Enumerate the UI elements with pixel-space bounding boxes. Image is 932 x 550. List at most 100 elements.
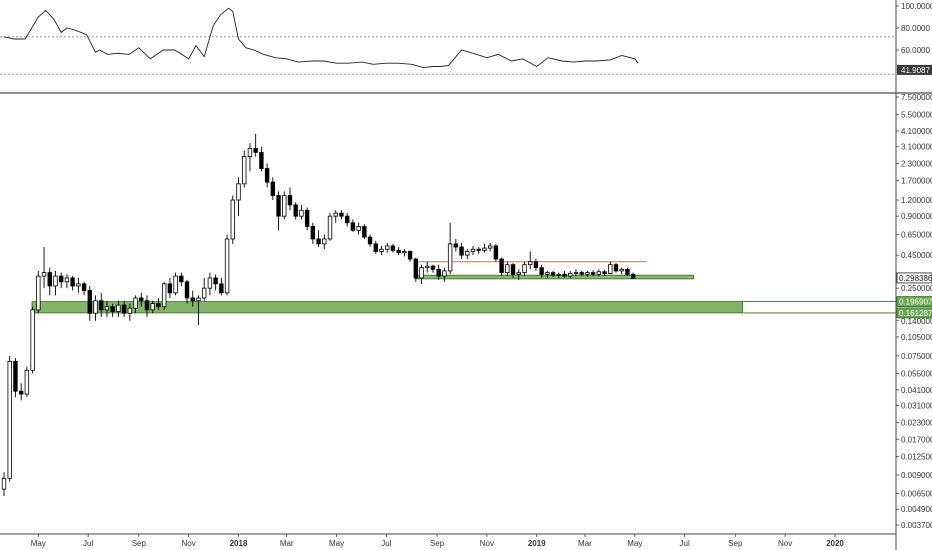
price-tick-label: 0.00370000: [901, 521, 932, 530]
candle-body: [7, 360, 12, 479]
candle-body: [196, 297, 201, 302]
candle: [425, 261, 430, 273]
candle: [150, 300, 155, 314]
candle: [110, 303, 115, 317]
price-tick-label: 0.65000000: [901, 230, 932, 239]
time-tick-label: Jul: [381, 539, 391, 548]
price-tag-box: [896, 296, 932, 307]
candle-body: [70, 277, 75, 287]
candle-body: [522, 264, 527, 273]
candle-body: [550, 272, 556, 276]
oscillator-series-line: [3, 7, 639, 69]
candle: [459, 242, 464, 260]
candle: [608, 261, 613, 275]
candle-body: [362, 226, 367, 238]
candle-body: [590, 272, 596, 275]
candle: [482, 243, 487, 253]
candle-body: [247, 148, 253, 157]
candle-body: [253, 148, 258, 153]
candle-body: [333, 212, 338, 217]
candle: [259, 146, 264, 172]
candle-body: [425, 265, 430, 269]
candle: [53, 270, 58, 296]
candle: [207, 272, 213, 296]
candle: [493, 243, 499, 262]
candle-body: [367, 236, 373, 245]
candle: [442, 267, 447, 282]
candle: [402, 249, 407, 257]
candle: [585, 270, 590, 278]
candle: [161, 281, 167, 310]
candle-body: [24, 369, 30, 395]
candle-body: [179, 275, 184, 283]
price-tags-layer: 0.29838610 0.19690794 0.16128706: [896, 272, 932, 319]
candle: [144, 295, 150, 317]
candle-body: [493, 245, 499, 260]
candle: [24, 366, 30, 398]
candle-body: [390, 245, 396, 251]
candle: [41, 247, 47, 289]
candle: [322, 234, 327, 250]
candle: [81, 281, 87, 296]
candle: [590, 270, 596, 277]
candle-body: [13, 360, 18, 392]
support-zone[interactable]: [414, 274, 695, 280]
time-tick-label: 2019: [528, 539, 546, 548]
time-tick-label: 2018: [230, 539, 248, 548]
candle: [327, 213, 333, 241]
candle: [533, 259, 539, 271]
price-tick-label: 1.70000000: [901, 176, 932, 185]
candle-body: [161, 283, 167, 308]
price-tick-label: 0.45000000: [901, 251, 932, 260]
price-axis-ticks: 7.50000000 5.50000000 4.10000000 3.10000000…: [896, 93, 932, 530]
price-tick-label: 0.00650000: [901, 489, 932, 498]
candle: [121, 300, 127, 317]
candle-body: [242, 156, 247, 185]
candle: [356, 222, 361, 235]
candle-body: [516, 272, 521, 275]
time-tick-label: Jul: [680, 539, 690, 548]
candle: [30, 306, 35, 374]
candle: [127, 303, 133, 321]
time-tick-label: Nov: [480, 539, 494, 548]
candle-body: [539, 267, 544, 275]
candle-body: [419, 267, 424, 279]
candle: [390, 243, 396, 253]
candle: [133, 295, 138, 314]
candle: [13, 358, 18, 398]
oscillator-tick-label: 80.0000: [901, 24, 930, 33]
candle: [505, 261, 510, 277]
time-tick-label: Sep: [430, 539, 445, 548]
candle-body: [270, 181, 276, 196]
candle-body: [608, 264, 613, 274]
price-tick-label: 0.04100000: [901, 386, 932, 395]
time-tick-label: Nov: [778, 539, 792, 548]
candle: [465, 249, 470, 260]
candle: [219, 277, 224, 296]
support-zone[interactable]: [31, 301, 744, 314]
candle: [436, 264, 441, 280]
candle-body: [41, 272, 47, 277]
candle: [76, 277, 81, 293]
candle: [47, 267, 52, 296]
candle-body: [396, 249, 401, 254]
candle: [510, 263, 516, 278]
candle: [196, 295, 201, 325]
candle: [385, 242, 390, 253]
candle: [630, 272, 636, 279]
candle-body: [1, 477, 7, 490]
candle-body: [213, 277, 218, 285]
price-tag-box: [896, 272, 932, 284]
candle: [116, 300, 121, 317]
candle-body: [264, 168, 270, 183]
candle-body: [487, 245, 493, 249]
candle-body: [447, 243, 453, 272]
price-tick-label: 3.10000000: [901, 143, 932, 152]
candle-body: [87, 290, 92, 314]
candle-body: [510, 264, 516, 275]
candle-body: [442, 270, 447, 277]
time-tick-label: May: [329, 539, 344, 548]
candle-body: [121, 304, 127, 314]
price-tick-label: 0.10500000: [901, 333, 932, 342]
